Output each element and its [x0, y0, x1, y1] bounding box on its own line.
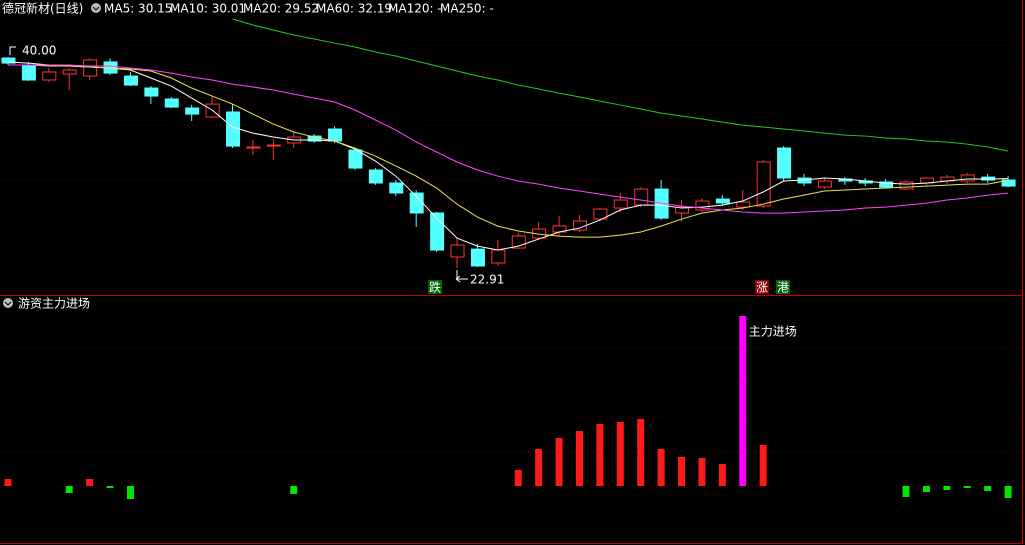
indicator-bar — [290, 486, 298, 494]
candle-body — [879, 181, 894, 188]
indicator-bar — [984, 486, 992, 491]
indicator-bar — [1004, 486, 1012, 498]
candle-body — [695, 200, 710, 211]
indicator-bar — [4, 479, 12, 486]
chart-title: 德冠新材(日线) — [2, 1, 83, 16]
candle-body — [83, 59, 98, 77]
candle-body — [491, 249, 506, 264]
indicator-bar — [943, 486, 951, 490]
legend-entry: MA5: 30.15 — [104, 2, 172, 16]
ma-line — [8, 64, 1009, 238]
candle-body — [144, 87, 159, 97]
candle-body — [389, 182, 404, 194]
candle-body — [266, 144, 281, 147]
indicator-bar — [65, 486, 73, 493]
legend-entry: MA120: - — [388, 2, 442, 16]
candle-body — [675, 206, 690, 214]
menu-icon-chevron — [4, 301, 12, 306]
ma-line — [232, 18, 1009, 152]
menu-icon[interactable] — [91, 3, 101, 13]
menu-icon[interactable] — [3, 298, 13, 308]
indicator-bar — [555, 438, 563, 486]
indicator-bar — [902, 486, 910, 497]
candle-body — [123, 75, 138, 86]
candle-body — [164, 98, 179, 108]
candle-body — [62, 69, 77, 75]
signal-tag-bg — [755, 280, 769, 294]
legend-entry: MA250: - — [440, 2, 494, 16]
candle-body — [21, 65, 36, 81]
menu-icon-chevron — [92, 6, 100, 11]
candle-body — [246, 146, 261, 149]
candle-body — [450, 244, 465, 258]
legend-entry: MA20: 29.52 — [243, 2, 319, 16]
candle-body — [777, 147, 792, 179]
indicator-bar — [616, 422, 624, 486]
candle-body — [715, 198, 730, 204]
legend-entry: MA10: 30.01 — [170, 2, 246, 16]
low-label: 22.91 — [470, 273, 504, 287]
candle-body — [736, 201, 751, 208]
indicator-bar — [575, 431, 583, 486]
indicator-bar — [657, 449, 665, 486]
signal-tag-bg — [428, 280, 442, 294]
indicator-bar — [759, 445, 767, 486]
indicator-bar — [596, 424, 604, 486]
signal-tag: 跌 — [429, 280, 441, 295]
ma-line — [7, 61, 1009, 251]
candle-body — [1, 57, 16, 64]
indicator-bar — [514, 470, 522, 486]
indicator-bar — [963, 486, 971, 488]
indicator-bar — [126, 486, 134, 499]
candle-body — [470, 248, 485, 267]
candle-body — [756, 161, 771, 207]
candle-body — [899, 181, 914, 190]
candle-body — [328, 128, 343, 142]
candle-body — [42, 71, 57, 81]
candle-body — [613, 199, 628, 209]
candle-body — [348, 149, 363, 169]
candle-body — [185, 107, 200, 115]
indicator-bar — [535, 449, 543, 486]
high-marker — [9, 46, 16, 55]
signal-tag-bg — [776, 280, 790, 294]
indicator-bar — [739, 316, 747, 486]
signal-tag: 港 — [777, 281, 789, 295]
ma-line — [8, 64, 1009, 214]
indicator-bar — [718, 464, 726, 486]
indicator-bar — [106, 486, 114, 488]
indicator-title: 游资主力进场 — [18, 297, 90, 311]
candle-body — [634, 188, 649, 206]
high-label: 40.00 — [22, 44, 56, 58]
indicator-bar — [637, 419, 645, 486]
legend-entry: MA60: 32.19 — [316, 2, 392, 16]
signal-tag: 涨 — [756, 280, 768, 295]
indicator-bar — [922, 486, 930, 492]
candle-body — [593, 208, 608, 220]
indicator-bar — [678, 457, 686, 486]
candle-body — [960, 174, 975, 182]
indicator-bar — [86, 479, 94, 486]
indicator-bar — [698, 458, 706, 486]
low-marker-arrow — [455, 275, 468, 283]
candle-body — [817, 180, 832, 188]
bar-label: 主力进场 — [749, 325, 797, 339]
candle-body — [1001, 179, 1016, 187]
candle-body — [368, 169, 383, 184]
